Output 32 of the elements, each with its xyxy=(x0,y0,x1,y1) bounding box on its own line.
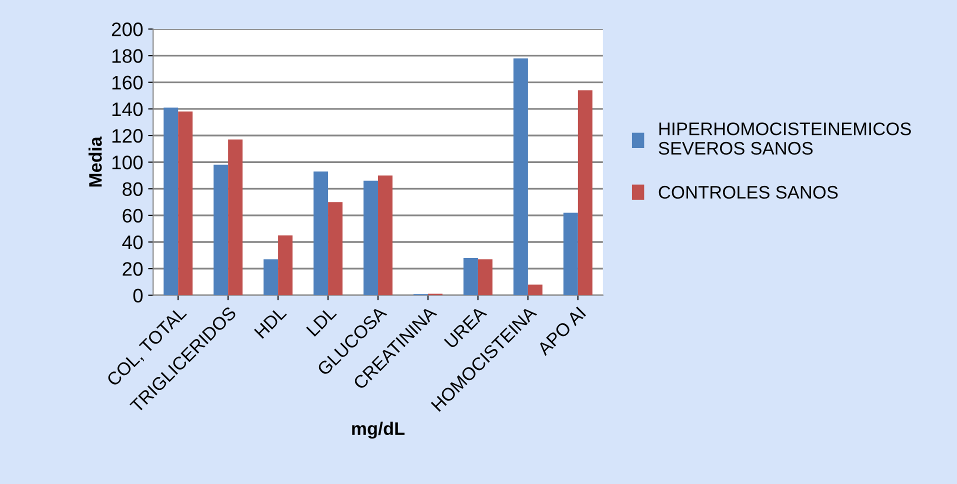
legend-label: HIPERHOMOCISTEINEMICOS SEVEROS SANOS xyxy=(658,122,911,155)
x-axis-title: mg/dL xyxy=(352,422,405,439)
bar xyxy=(463,258,478,296)
y-axis-title: Media xyxy=(88,136,102,187)
y-tick-label: 200 xyxy=(112,22,143,36)
y-tick-label: 60 xyxy=(122,208,143,223)
y-tick-label: 140 xyxy=(112,102,143,116)
bar xyxy=(164,108,178,296)
bar xyxy=(563,212,578,296)
y-tick-label: 0 xyxy=(133,288,143,302)
bar xyxy=(214,164,228,296)
y-tick-label: 160 xyxy=(112,76,143,90)
legend-label: CONTROLES SANOS xyxy=(658,186,838,199)
y-tick-label: 20 xyxy=(122,262,143,276)
bar xyxy=(314,171,328,296)
bar xyxy=(264,259,278,296)
bar xyxy=(478,259,492,296)
bar xyxy=(278,235,293,296)
bar xyxy=(528,284,542,296)
y-tick-label: 80 xyxy=(122,182,143,196)
bar xyxy=(513,58,528,296)
bar xyxy=(364,180,378,296)
x-tick-label: HDL xyxy=(254,306,287,339)
y-tick-label: 120 xyxy=(112,128,143,143)
y-tick-label: 180 xyxy=(112,49,143,63)
bar xyxy=(328,202,343,296)
bar xyxy=(228,140,243,296)
y-tick-label: 40 xyxy=(122,235,143,250)
y-tick-label: 100 xyxy=(112,156,143,170)
bar xyxy=(178,112,193,296)
bar xyxy=(378,175,393,296)
bar xyxy=(578,90,592,296)
